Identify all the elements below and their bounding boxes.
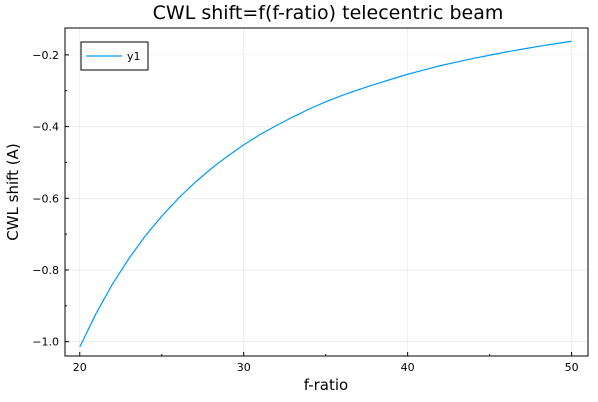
x-tick-label: 30 [237, 361, 251, 374]
y-tick-label: −0.4 [32, 121, 59, 134]
legend-label-y1: y1 [127, 50, 141, 63]
x-axis-label: f-ratio [304, 376, 348, 394]
x-tick-label: 20 [73, 361, 87, 374]
y-axis-label: CWL shift (A) [4, 143, 22, 241]
y-axis-ticks: −1.0 −0.8 −0.6 −0.4 −0.2 [32, 49, 69, 349]
x-axis-ticks: 20 30 40 50 [73, 352, 579, 374]
y-tick-label: −0.6 [32, 192, 59, 205]
legend: y1 [80, 41, 149, 71]
plot-frame [64, 27, 589, 357]
x-tick-label: 40 [401, 361, 415, 374]
y-tick-label: −0.2 [32, 49, 59, 62]
grid-lines [65, 28, 588, 356]
y-tick-label: −1.0 [32, 336, 59, 349]
chart-title: CWL shift=f(f-ratio) telecentric beam [153, 2, 504, 24]
y-tick-label: −0.8 [32, 264, 59, 277]
x-tick-label: 50 [565, 361, 579, 374]
series-line-y1 [79, 40, 572, 348]
